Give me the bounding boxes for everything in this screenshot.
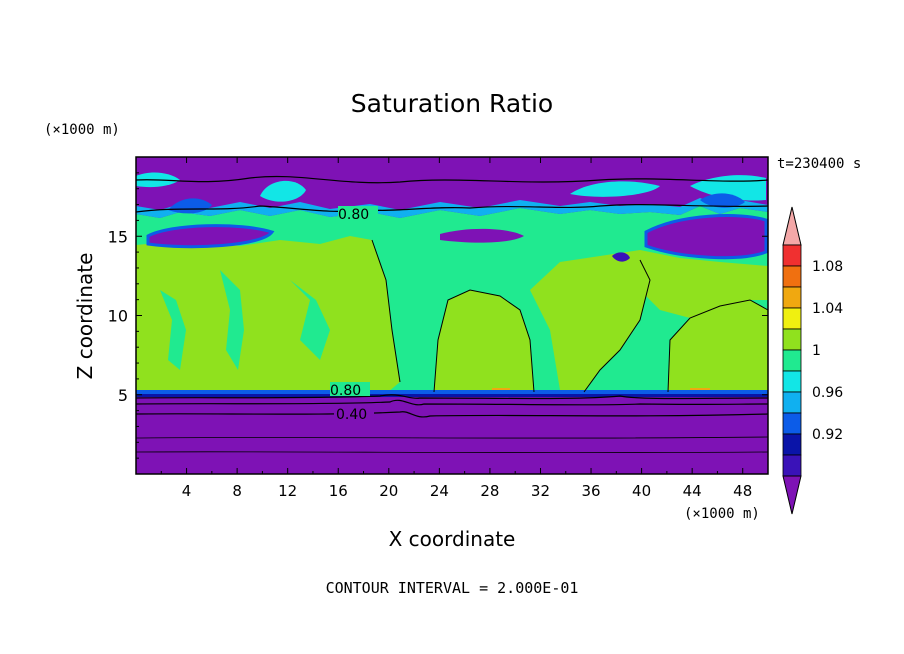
cloud-streak-1 <box>220 270 244 370</box>
colorbar-swatch <box>782 307 802 330</box>
colorbar-swatch <box>782 265 802 288</box>
x-tick-label: 36 <box>581 482 600 500</box>
colorbar-label: 0.92 <box>812 427 843 443</box>
colorbar-label: 1.04 <box>812 301 843 317</box>
contour-label-bg-3 <box>334 406 374 420</box>
contour-label: 0.40 <box>336 407 367 423</box>
cloud-base-edge <box>136 390 768 394</box>
contour-line-060 <box>135 399 769 406</box>
x-tick-label: 48 <box>733 482 752 500</box>
colorbar-swatch <box>782 454 802 477</box>
contour-field <box>135 157 769 474</box>
x-tick-label: 16 <box>329 482 348 500</box>
colorbar-swatch <box>782 370 802 393</box>
cloud-streak-3 <box>160 290 186 370</box>
x-tick-label: 20 <box>379 482 398 500</box>
saturated-region-right <box>668 300 768 392</box>
contour-line-inner-4 <box>583 259 651 393</box>
contour-label: 0.80 <box>338 207 369 223</box>
colorbar-swatch <box>782 244 802 267</box>
dry-lens-right-edge <box>644 214 768 260</box>
colorbar-swatch <box>782 349 802 372</box>
colorbar-swatch <box>782 433 802 456</box>
saturated-region-mid-right <box>530 256 650 392</box>
contour-line-020 <box>135 436 769 439</box>
colorbar-bottom-arrow <box>782 475 802 515</box>
contour-label-bg-1 <box>338 206 378 220</box>
upper-cyan-patch-1 <box>260 180 306 202</box>
y-axis-label: Z coordinate <box>73 253 97 380</box>
colorbar-label: 1 <box>812 343 821 359</box>
x-tick-label: 8 <box>232 482 242 500</box>
colorbar-label: 0.96 <box>812 385 843 401</box>
cloud-base-edge-dark <box>136 394 768 397</box>
x-tick-label: 28 <box>480 482 499 500</box>
x-axis-label: X coordinate <box>389 527 516 551</box>
saturated-region-upper-right <box>600 250 768 318</box>
contour-line-040 <box>135 411 769 418</box>
dry-lens-right <box>646 215 766 258</box>
x-unit-label: (×1000 m) <box>684 506 760 522</box>
y-tick-label: 10 <box>108 307 128 326</box>
contour-line-inner-1 <box>371 239 401 383</box>
x-tick-label: 12 <box>278 482 297 500</box>
chart-title: Saturation Ratio <box>351 89 553 118</box>
x-tick-label: 32 <box>531 482 550 500</box>
x-axis-ticks: 4 8 12 16 20 24 28 32 36 40 44 48 <box>160 157 752 500</box>
cloud-streak-2 <box>290 280 330 360</box>
upper-cyan-patch-2 <box>570 181 660 197</box>
x-tick-label: 44 <box>683 482 702 500</box>
contour-interval-note: CONTOUR INTERVAL = 2.000E-01 <box>326 579 579 597</box>
contour-line-080-upper <box>135 204 769 213</box>
y-unit-label: (×1000 m) <box>44 122 120 138</box>
y-tick-label: 15 <box>108 227 128 246</box>
contour-line-080-lower <box>135 394 769 400</box>
contour-line-inner-3 <box>667 299 769 393</box>
time-label: t=230400 s <box>777 156 861 172</box>
dry-lens-left-edge <box>146 224 275 249</box>
colorbar-swatch <box>782 286 802 309</box>
contour-label: 0.80 <box>330 383 361 399</box>
colorbar-label: 1.08 <box>812 259 843 275</box>
x-tick-label: 40 <box>632 482 651 500</box>
y-tick-label: 5 <box>118 386 128 405</box>
colorbar-swatch <box>782 328 802 351</box>
colorbar: 1.08 1.04 1 0.96 0.92 <box>782 206 843 515</box>
contour-line-inner-2 <box>433 289 535 393</box>
colorbar-swatch <box>782 391 802 414</box>
x-tick-label: 24 <box>430 482 449 500</box>
dry-lens-center <box>440 228 524 243</box>
saturated-region-left <box>136 236 400 392</box>
saturated-region-center <box>434 290 534 392</box>
contour-line-bottom <box>135 451 769 454</box>
colorbar-top-arrow <box>782 206 802 246</box>
x-tick-label: 4 <box>182 482 192 500</box>
dry-lens-left <box>148 225 272 247</box>
dry-lens-small <box>612 252 630 262</box>
colorbar-swatch <box>782 412 802 435</box>
contour-line-top <box>135 175 769 184</box>
y-axis-ticks: 5 10 15 <box>108 172 768 459</box>
contour-label-bg-2 <box>330 382 370 396</box>
upper-blue-patch-2 <box>700 193 745 208</box>
